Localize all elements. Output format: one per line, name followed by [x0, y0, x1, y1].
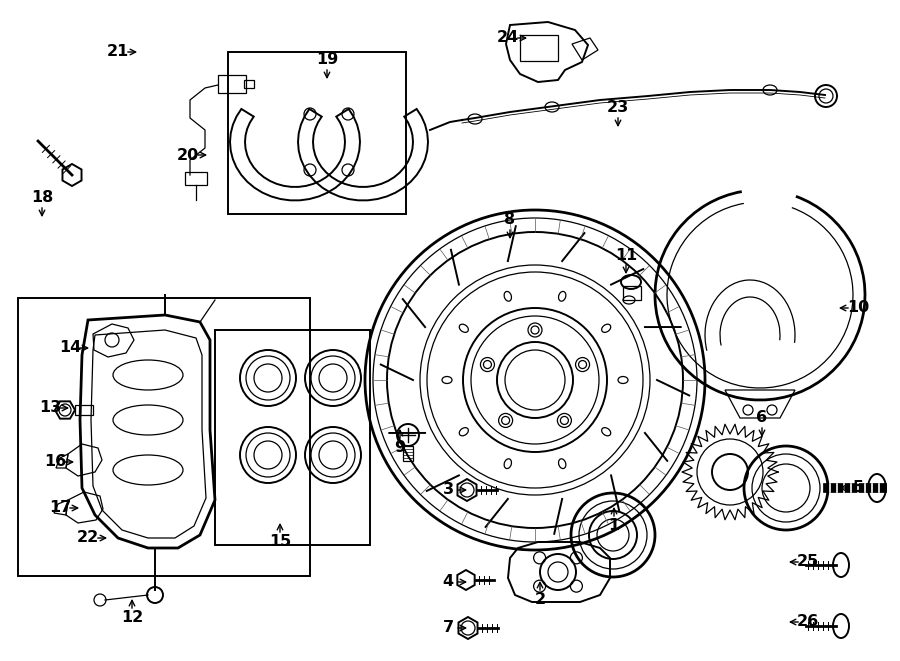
Text: 24: 24 — [497, 30, 519, 46]
Text: 15: 15 — [269, 535, 291, 549]
Bar — [403, 446, 413, 461]
Text: 5: 5 — [852, 481, 864, 496]
Bar — [18, 298, 310, 576]
Text: 4: 4 — [443, 574, 454, 590]
Text: 13: 13 — [39, 401, 61, 416]
Text: 21: 21 — [107, 44, 129, 59]
Text: 8: 8 — [504, 212, 516, 227]
Text: 12: 12 — [121, 611, 143, 625]
Text: 26: 26 — [796, 615, 819, 629]
Text: 20: 20 — [177, 147, 199, 163]
Bar — [185, 172, 207, 185]
Text: 7: 7 — [443, 621, 454, 635]
Text: 3: 3 — [443, 483, 454, 498]
Text: 6: 6 — [756, 410, 768, 426]
Text: 22: 22 — [76, 531, 99, 545]
Text: 19: 19 — [316, 52, 338, 67]
Text: 17: 17 — [49, 500, 71, 516]
Bar — [75, 405, 93, 415]
Text: 9: 9 — [394, 440, 406, 455]
Text: 25: 25 — [796, 555, 819, 570]
Bar — [215, 330, 370, 545]
Bar — [228, 52, 406, 214]
Bar — [623, 286, 641, 300]
Text: 23: 23 — [607, 100, 629, 116]
Text: 16: 16 — [44, 455, 66, 469]
Bar — [520, 35, 558, 61]
Text: 11: 11 — [615, 247, 637, 262]
Text: 10: 10 — [847, 301, 869, 315]
Text: 1: 1 — [608, 518, 619, 533]
Text: 2: 2 — [535, 592, 545, 607]
Bar — [218, 75, 246, 93]
Bar — [244, 80, 254, 88]
Text: 18: 18 — [31, 190, 53, 206]
Text: 14: 14 — [58, 340, 81, 356]
